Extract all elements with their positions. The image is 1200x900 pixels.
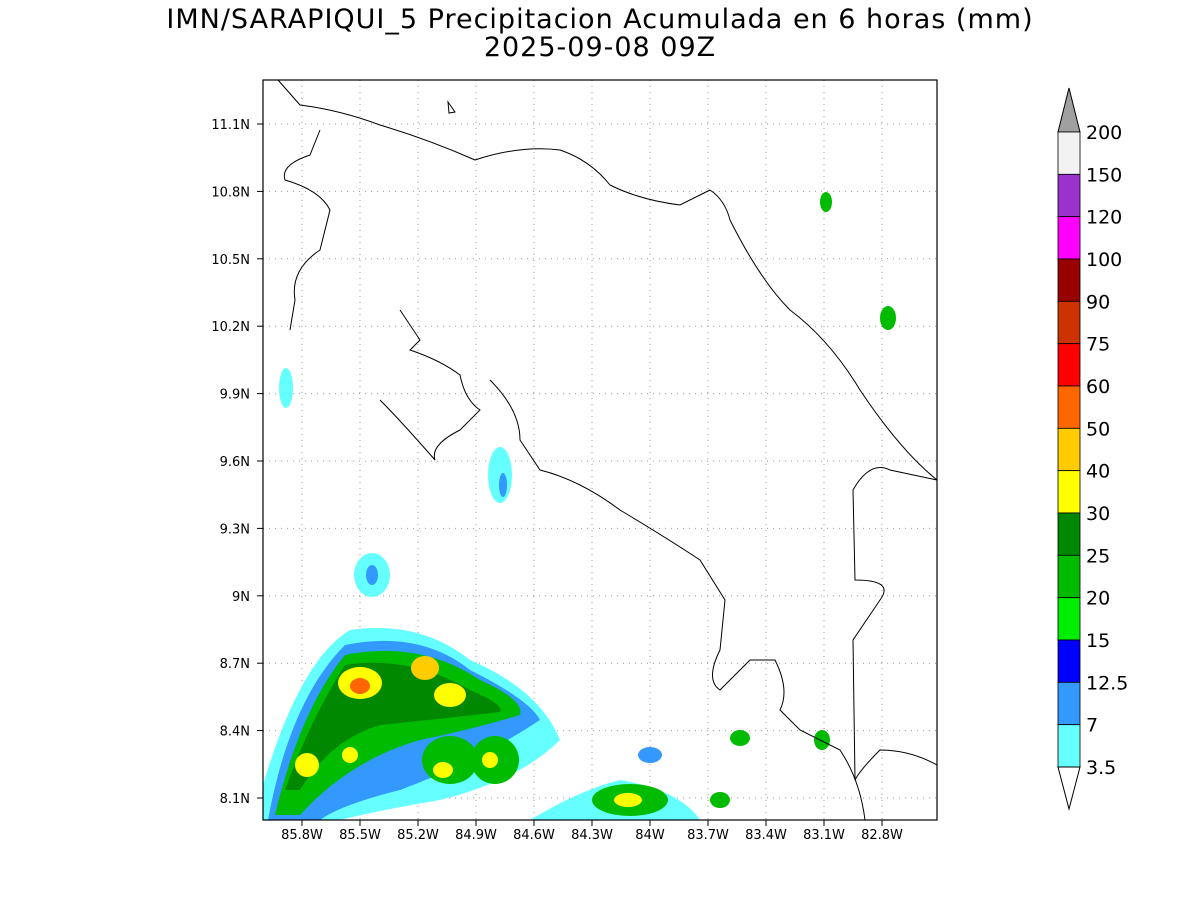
colorbar-swatch bbox=[1057, 258, 1081, 302]
colorbar-swatch bbox=[1057, 681, 1081, 726]
colorbar-label: 120 bbox=[1086, 207, 1122, 229]
x-tick-label: 84.6W bbox=[513, 828, 555, 843]
y-tick-label: 8.4N bbox=[220, 725, 250, 740]
colorbar-label: 20 bbox=[1086, 588, 1110, 610]
y-tick-label: 10.8N bbox=[211, 185, 250, 200]
colorbar-label: 7 bbox=[1086, 715, 1098, 737]
y-tick-label: 8.7N bbox=[220, 657, 250, 672]
y-tick-label: 10.5N bbox=[211, 253, 250, 268]
colorbar-under bbox=[1057, 766, 1081, 811]
colorbar-swatch bbox=[1057, 216, 1081, 260]
title: IMN/SARAPIQUI_5 Precipitacion Acumulada … bbox=[166, 4, 1033, 35]
colorbar-swatch bbox=[1057, 131, 1081, 175]
colorbar-swatch bbox=[1057, 385, 1081, 429]
colorbar-label: 30 bbox=[1086, 503, 1110, 525]
x-tick-label: 84.3W bbox=[571, 828, 613, 843]
subtitle: 2025-09-08 09Z bbox=[484, 32, 716, 63]
colorbar-label: 150 bbox=[1086, 164, 1122, 186]
y-tick-label: 9.3N bbox=[220, 522, 250, 537]
coastlines bbox=[277, 79, 938, 821]
x-tick-label: 83.1W bbox=[803, 828, 845, 843]
y-tick-label: 8.1N bbox=[220, 792, 250, 807]
colorbar-swatch bbox=[1057, 300, 1081, 345]
colorbar-swatch bbox=[1057, 724, 1081, 768]
colorbar-label: 200 bbox=[1086, 122, 1122, 144]
colorbar-swatch bbox=[1057, 427, 1081, 472]
colorbar-label: 90 bbox=[1086, 291, 1110, 313]
colorbar-swatch bbox=[1057, 554, 1081, 599]
y-tick-label: 11.1N bbox=[211, 118, 250, 133]
colorbar-label: 12.5 bbox=[1086, 672, 1128, 694]
colorbar-swatch bbox=[1057, 173, 1081, 218]
colorbar-swatch bbox=[1057, 470, 1081, 514]
colorbar-swatch bbox=[1057, 639, 1081, 683]
rain-areas bbox=[263, 192, 896, 820]
x-tick-label: 84.9W bbox=[455, 828, 497, 843]
x-tick-label: 85.2W bbox=[397, 828, 439, 843]
colorbar-swatch bbox=[1057, 343, 1081, 387]
colorbar-label: 40 bbox=[1086, 461, 1110, 483]
colorbar-over bbox=[1057, 87, 1081, 133]
colorbar-label: 3.5 bbox=[1086, 757, 1116, 779]
colorbar-label: 75 bbox=[1086, 334, 1110, 356]
colorbar-label: 15 bbox=[1086, 630, 1110, 652]
x-tick-label: 85.5W bbox=[339, 828, 381, 843]
colorbar-swatch bbox=[1057, 597, 1081, 641]
colorbar-label: 60 bbox=[1086, 376, 1110, 398]
map-frame bbox=[262, 79, 938, 821]
colorbar-label: 100 bbox=[1086, 249, 1122, 271]
colorbar-swatch bbox=[1057, 512, 1081, 556]
y-tick-label: 9.6N bbox=[220, 455, 250, 470]
x-tick-label: 83.4W bbox=[745, 828, 787, 843]
x-tick-label: 82.8W bbox=[861, 828, 903, 843]
colorbar-label: 50 bbox=[1086, 418, 1110, 440]
colorbar-label: 25 bbox=[1086, 545, 1110, 567]
y-tick-label: 9N bbox=[232, 590, 250, 605]
x-tick-label: 83.7W bbox=[687, 828, 729, 843]
x-tick-label: 85.8W bbox=[281, 828, 323, 843]
x-tick-label: 84W bbox=[635, 828, 665, 843]
y-tick-label: 10.2N bbox=[211, 320, 250, 335]
y-tick-label: 9.9N bbox=[220, 388, 250, 403]
